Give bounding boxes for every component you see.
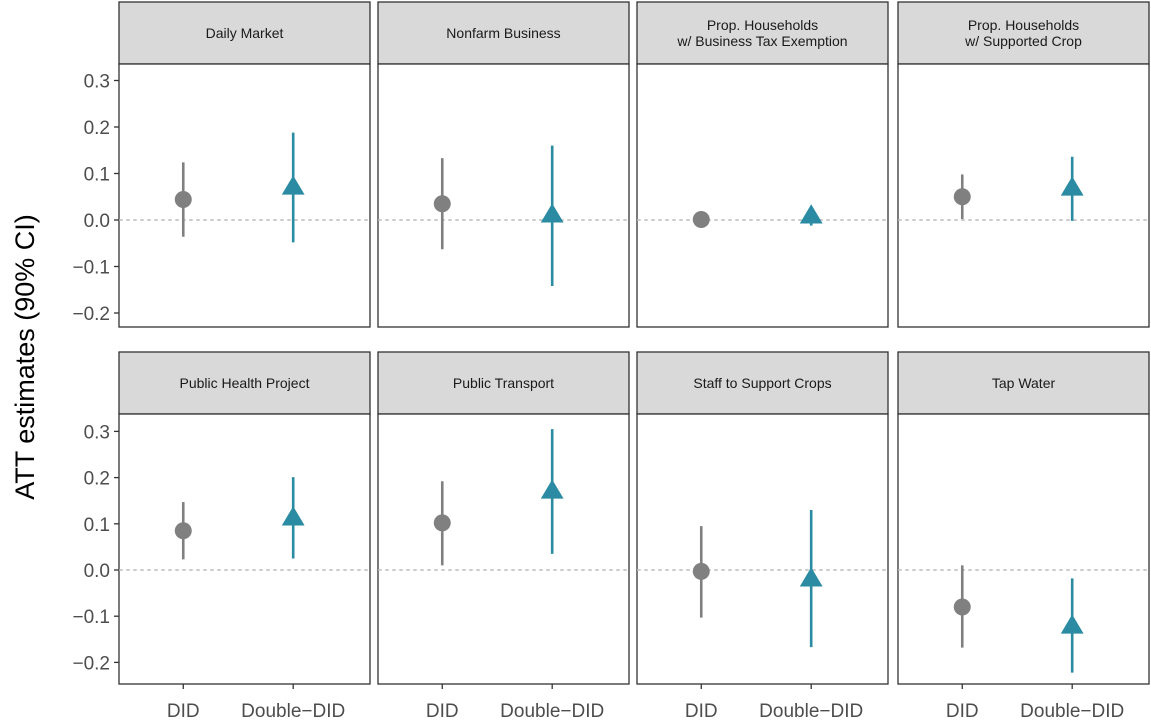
facet-panel: Public Health Project <box>118 351 371 685</box>
panel-frame <box>118 413 371 685</box>
y-tick-label: −0.1 <box>72 258 110 279</box>
y-tick-label: 0.1 <box>84 515 110 536</box>
y-tick-label: 0.0 <box>84 561 110 582</box>
did-point <box>174 191 192 209</box>
facet-title: Prop. Households <box>707 17 818 33</box>
double-did-point <box>799 204 823 224</box>
facet-title: Daily Market <box>206 25 284 41</box>
double-did-point <box>540 203 564 223</box>
did-point <box>692 562 710 580</box>
x-tick-label: Double−DID <box>1020 701 1124 722</box>
y-tick-label: 0.1 <box>84 165 110 186</box>
facet-title: w/ Business Tax Exemption <box>676 33 847 49</box>
facet-strip <box>118 1 371 65</box>
facet-title: Staff to Support Crops <box>693 375 831 391</box>
panel-frame <box>897 63 1150 328</box>
panel-frame <box>636 63 889 328</box>
facet-panel: Staff to Support Crops <box>636 351 889 685</box>
facet-title: Public Health Project <box>180 375 310 391</box>
did-point <box>953 188 971 206</box>
facet-panel: Nonfarm Business <box>377 1 630 328</box>
did-point <box>433 514 451 532</box>
facet-strip <box>897 1 1150 65</box>
panel-frame <box>897 413 1150 685</box>
facet-strip <box>897 351 1150 415</box>
y-tick-label: 0.0 <box>84 211 110 232</box>
panel-frame <box>377 63 630 328</box>
y-tick-label: 0.3 <box>84 72 110 93</box>
double-did-point <box>799 567 823 587</box>
facet-panel: Public Transport <box>377 351 630 685</box>
facet-panel: Daily Market <box>118 1 371 328</box>
y-axis-title: ATT estimates (90% CI) <box>10 214 40 500</box>
x-tick-label: DID <box>426 701 459 722</box>
panel-frame <box>118 63 371 328</box>
y-tick-label: 0.2 <box>84 469 110 490</box>
x-tick-label: Double−DID <box>759 701 863 722</box>
did-point <box>692 211 710 229</box>
x-tick-label: Double−DID <box>241 701 345 722</box>
plot-area: Daily Market 0.3 0.2 0.1 0.0 −0.1 −0.2 Nonfarm … <box>72 1 1150 722</box>
double-did-point <box>1060 176 1084 196</box>
x-tick-label: DID <box>685 701 718 722</box>
double-did-point <box>281 506 305 526</box>
facet-strip <box>636 351 889 415</box>
facet-strip <box>636 1 889 65</box>
facet-strip <box>377 1 630 65</box>
facet-title: Prop. Households <box>968 17 1079 33</box>
y-tick-label: −0.2 <box>72 653 110 674</box>
did-point <box>174 522 192 540</box>
panel-frame <box>636 413 889 685</box>
facet-title: Tap Water <box>992 375 1056 391</box>
double-did-point <box>1060 614 1084 634</box>
double-did-point <box>540 479 564 499</box>
facet-panel: Tap Water <box>897 351 1150 685</box>
x-tick-label: Double−DID <box>500 701 604 722</box>
y-tick-label: 0.2 <box>84 118 110 139</box>
facet-title: Nonfarm Business <box>446 25 560 41</box>
y-tick-label: −0.1 <box>72 607 110 628</box>
y-tick-label: 0.3 <box>84 422 110 443</box>
did-point <box>433 195 451 213</box>
double-did-point <box>281 175 305 195</box>
facet-title: w/ Supported Crop <box>964 33 1082 49</box>
panel-frame <box>377 413 630 685</box>
y-tick-label: −0.2 <box>72 304 110 325</box>
x-tick-label: DID <box>946 701 979 722</box>
x-tick-label: DID <box>167 701 200 722</box>
did-point <box>953 598 971 616</box>
facet-title: Public Transport <box>453 375 554 391</box>
facet-strip <box>377 351 630 415</box>
